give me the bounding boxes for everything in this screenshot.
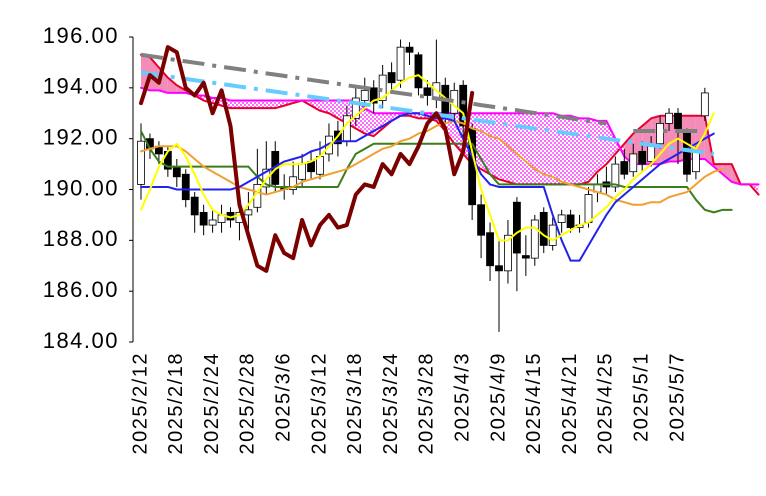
candle-body (459, 84, 468, 127)
candle-body (172, 166, 181, 178)
x-tick-label: 2025/2/18 (165, 352, 187, 454)
cloud-fill (275, 100, 285, 109)
candle-body (414, 54, 423, 89)
candle-body (521, 255, 530, 259)
candle-body (199, 211, 208, 226)
cloud-fill (579, 118, 589, 185)
x-tick-label: 2025/4/25 (595, 352, 617, 454)
candle-body (700, 92, 709, 117)
cloud-fill (516, 113, 526, 185)
cloud-fill (534, 113, 544, 185)
x-tick-label: 2025/4/9 (487, 352, 509, 442)
trend-line (140, 52, 705, 134)
cloud-fill (561, 115, 571, 185)
leading-span-a (140, 53, 760, 196)
candle-body (423, 87, 432, 96)
x-tick-label: 2025/2/28 (237, 352, 259, 454)
candle-body (360, 89, 369, 101)
cloud-fill (167, 77, 177, 93)
candle-body (584, 194, 593, 223)
cloud-fill (552, 113, 562, 185)
x-tick-label: 2025/3/6 (272, 352, 294, 442)
x-tick-label: 2025/3/18 (344, 352, 366, 454)
candle-body (692, 150, 700, 173)
candle-body (656, 123, 664, 145)
x-tick-label: 2025/2/24 (201, 352, 223, 454)
candle-body (530, 219, 539, 259)
cloud-fill (320, 100, 329, 114)
candle-body (137, 140, 145, 185)
x-tick-label: 2025/4/15 (523, 352, 545, 454)
candle-body (557, 214, 566, 223)
candle-body (674, 112, 682, 129)
cloud-fill (257, 100, 267, 109)
candle-body (181, 173, 190, 201)
y-tick-label: 192.00 (43, 124, 119, 149)
candle-body (611, 163, 620, 188)
candle-body (495, 265, 503, 272)
x-tick-label: 2025/5/7 (666, 352, 688, 442)
x-tick-label: 2025/4/3 (451, 352, 473, 442)
candle-body (620, 161, 629, 175)
x-tick-label: 2025/4/21 (559, 352, 581, 454)
candle-body (647, 145, 656, 162)
cloud-fill (597, 120, 607, 172)
indicator-line (139, 45, 475, 273)
x-tick-label: 2025/5/1 (630, 352, 652, 442)
candle-body (298, 163, 307, 180)
candle-body (405, 46, 414, 53)
candle-body (244, 209, 253, 216)
y-tick-label: 184.00 (43, 328, 119, 353)
candle-body (378, 74, 387, 101)
indicator-line (140, 74, 715, 242)
candle-body (387, 72, 396, 84)
candle-body (351, 97, 360, 119)
cloud-fill (525, 113, 535, 185)
leading-span-b (140, 86, 760, 186)
cloud-fill (230, 100, 240, 109)
candle-body (548, 224, 557, 246)
cloud-fill (695, 115, 705, 159)
y-tick-label: 190.00 (43, 175, 119, 200)
candle-body (289, 176, 298, 190)
x-tick-label: 2025/3/24 (380, 352, 402, 454)
cloud-fill (266, 100, 276, 109)
x-tick-label: 2025/3/28 (416, 352, 438, 454)
candle-body (316, 156, 324, 175)
cloud-fill (722, 164, 732, 182)
cloud-fill (588, 118, 598, 182)
candle-body (683, 130, 691, 175)
cloud-fill (239, 100, 249, 109)
candle-body (396, 46, 405, 81)
candle-body (539, 211, 548, 246)
candle-body (504, 234, 512, 272)
cloud-fill (481, 113, 491, 175)
candle-body (208, 219, 217, 226)
cloud-fill (490, 113, 499, 180)
cloud-fill (570, 115, 580, 185)
y-tick-label: 196.00 (43, 23, 119, 48)
y-tick-label: 188.00 (43, 226, 119, 251)
cloud-fill (364, 108, 374, 137)
trend-line (140, 70, 715, 156)
y-tick-label: 186.00 (43, 277, 119, 302)
cloud-fill (606, 120, 616, 165)
candle-body (638, 150, 647, 165)
cloud-fill (311, 100, 320, 111)
candle-body (566, 214, 575, 229)
candle-body (369, 87, 378, 104)
cloud-fill (248, 100, 258, 109)
cloud-fill (499, 113, 508, 182)
y-tick-label: 194.00 (43, 74, 119, 99)
candle-body (665, 112, 673, 124)
candle-body (629, 153, 638, 173)
x-tick-label: 2025/2/12 (129, 352, 151, 454)
candle-body (513, 201, 521, 254)
candle-body (486, 232, 494, 267)
candle-body (190, 196, 199, 216)
candle-body (477, 204, 486, 236)
x-tick-label: 2025/3/12 (308, 352, 330, 454)
